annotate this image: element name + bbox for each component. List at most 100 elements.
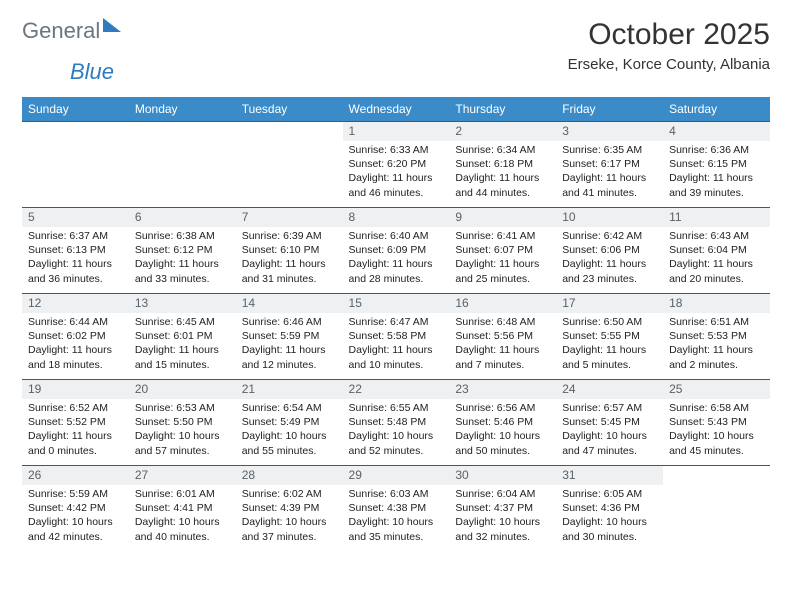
day-detail-line: and 35 minutes. [349, 530, 444, 544]
brand-triangle-icon [103, 18, 121, 32]
day-details: Sunrise: 6:35 AMSunset: 6:17 PMDaylight:… [556, 141, 663, 204]
day-detail-line: Daylight: 11 hours [669, 257, 764, 271]
calendar-day-cell: 5Sunrise: 6:37 AMSunset: 6:13 PMDaylight… [22, 208, 129, 294]
day-number: 3 [556, 122, 663, 141]
weekday-header: Monday [129, 97, 236, 122]
calendar-day-cell [129, 122, 236, 208]
day-detail-line: Daylight: 11 hours [135, 343, 230, 357]
day-detail-line: and 30 minutes. [562, 530, 657, 544]
calendar-day-cell: 14Sunrise: 6:46 AMSunset: 5:59 PMDayligh… [236, 294, 343, 380]
day-detail-line: Sunset: 4:42 PM [28, 501, 123, 515]
day-detail-line: Daylight: 11 hours [28, 429, 123, 443]
day-detail-line: and 5 minutes. [562, 358, 657, 372]
day-details: Sunrise: 6:34 AMSunset: 6:18 PMDaylight:… [449, 141, 556, 204]
day-detail-line: Sunset: 5:56 PM [455, 329, 550, 343]
day-detail-line: Daylight: 10 hours [28, 515, 123, 529]
day-number: 9 [449, 208, 556, 227]
day-number: 23 [449, 380, 556, 399]
day-details: Sunrise: 6:46 AMSunset: 5:59 PMDaylight:… [236, 313, 343, 376]
day-detail-line: Daylight: 11 hours [562, 171, 657, 185]
day-detail-line: Sunrise: 5:59 AM [28, 487, 123, 501]
day-number: 13 [129, 294, 236, 313]
day-detail-line: and 46 minutes. [349, 186, 444, 200]
day-number: 30 [449, 466, 556, 485]
day-detail-line: Sunset: 6:06 PM [562, 243, 657, 257]
day-details: Sunrise: 6:42 AMSunset: 6:06 PMDaylight:… [556, 227, 663, 290]
calendar-day-cell: 29Sunrise: 6:03 AMSunset: 4:38 PMDayligh… [343, 466, 450, 552]
day-detail-line: and 23 minutes. [562, 272, 657, 286]
day-detail-line: Sunrise: 6:44 AM [28, 315, 123, 329]
day-detail-line: and 41 minutes. [562, 186, 657, 200]
day-detail-line: and 36 minutes. [28, 272, 123, 286]
day-detail-line: Sunset: 6:02 PM [28, 329, 123, 343]
day-detail-line: Sunset: 5:55 PM [562, 329, 657, 343]
day-detail-line: Daylight: 10 hours [135, 515, 230, 529]
day-details: Sunrise: 6:05 AMSunset: 4:36 PMDaylight:… [556, 485, 663, 548]
day-number: 14 [236, 294, 343, 313]
day-detail-line: Sunrise: 6:37 AM [28, 229, 123, 243]
day-detail-line: Sunset: 5:45 PM [562, 415, 657, 429]
day-detail-line: Sunset: 6:01 PM [135, 329, 230, 343]
day-detail-line: Daylight: 11 hours [349, 171, 444, 185]
day-number: 15 [343, 294, 450, 313]
calendar-day-cell: 17Sunrise: 6:50 AMSunset: 5:55 PMDayligh… [556, 294, 663, 380]
calendar-week-row: 12Sunrise: 6:44 AMSunset: 6:02 PMDayligh… [22, 294, 770, 380]
day-detail-line: Daylight: 10 hours [242, 429, 337, 443]
calendar-day-cell: 12 Sunrise: 6:44 AMSunset: 6:02 PMDayligh… [22, 294, 129, 380]
day-detail-line: and 0 minutes. [28, 444, 123, 458]
day-number: 6 [129, 208, 236, 227]
day-detail-line: and 28 minutes. [349, 272, 444, 286]
day-detail-line: Sunset: 6:09 PM [349, 243, 444, 257]
day-detail-line: and 39 minutes. [669, 186, 764, 200]
day-detail-line: Sunrise: 6:38 AM [135, 229, 230, 243]
day-detail-line: Daylight: 11 hours [28, 343, 123, 357]
day-number: 29 [343, 466, 450, 485]
day-detail-line: Sunrise: 6:39 AM [242, 229, 337, 243]
day-detail-line: and 55 minutes. [242, 444, 337, 458]
calendar-week-row: 5Sunrise: 6:37 AMSunset: 6:13 PMDaylight… [22, 208, 770, 294]
day-number: 10 [556, 208, 663, 227]
day-detail-line: Sunset: 6:17 PM [562, 157, 657, 171]
day-details: Sunrise: 6:45 AMSunset: 6:01 PMDaylight:… [129, 313, 236, 376]
day-detail-line: Sunrise: 6:05 AM [562, 487, 657, 501]
day-detail-line: Daylight: 11 hours [562, 343, 657, 357]
day-number: 19 [22, 380, 129, 399]
day-details: Sunrise: 6:01 AMSunset: 4:41 PMDaylight:… [129, 485, 236, 548]
day-detail-line: Sunset: 5:49 PM [242, 415, 337, 429]
day-detail-line: Daylight: 11 hours [669, 343, 764, 357]
day-detail-line: and 20 minutes. [669, 272, 764, 286]
day-number: 12 [22, 294, 129, 313]
day-detail-line: and 25 minutes. [455, 272, 550, 286]
calendar-day-cell: 2Sunrise: 6:34 AMSunset: 6:18 PMDaylight… [449, 122, 556, 208]
day-detail-line: Daylight: 11 hours [562, 257, 657, 271]
day-number: 11 [663, 208, 770, 227]
day-number: 8 [343, 208, 450, 227]
day-detail-line: Sunset: 6:15 PM [669, 157, 764, 171]
day-details: Sunrise: 6:39 AMSunset: 6:10 PMDaylight:… [236, 227, 343, 290]
day-detail-line: Sunrise: 6:54 AM [242, 401, 337, 415]
day-detail-line: Daylight: 10 hours [669, 429, 764, 443]
calendar-day-cell: 27Sunrise: 6:01 AMSunset: 4:41 PMDayligh… [129, 466, 236, 552]
day-detail-line: and 50 minutes. [455, 444, 550, 458]
day-number: 31 [556, 466, 663, 485]
day-detail-line: Sunrise: 6:55 AM [349, 401, 444, 415]
calendar-day-cell: 26Sunrise: 5:59 AMSunset: 4:42 PMDayligh… [22, 466, 129, 552]
calendar-day-cell: 25Sunrise: 6:58 AMSunset: 5:43 PMDayligh… [663, 380, 770, 466]
day-detail-line: and 47 minutes. [562, 444, 657, 458]
day-detail-line: and 32 minutes. [455, 530, 550, 544]
day-detail-line: Sunset: 5:50 PM [135, 415, 230, 429]
calendar-day-cell [663, 466, 770, 552]
day-number: 16 [449, 294, 556, 313]
calendar-page: General October 2025 Erseke, Korce Count… [0, 0, 792, 552]
day-details: Sunrise: 6:53 AMSunset: 5:50 PMDaylight:… [129, 399, 236, 462]
brand-part2: Blue [70, 59, 114, 85]
day-detail-line: Daylight: 10 hours [242, 515, 337, 529]
day-detail-line: and 37 minutes. [242, 530, 337, 544]
day-details: Sunrise: 6:41 AMSunset: 6:07 PMDaylight:… [449, 227, 556, 290]
day-detail-line: Sunset: 4:37 PM [455, 501, 550, 515]
day-detail-line: Daylight: 10 hours [349, 515, 444, 529]
day-detail-line: Daylight: 10 hours [135, 429, 230, 443]
calendar-day-cell: 19Sunrise: 6:52 AMSunset: 5:52 PMDayligh… [22, 380, 129, 466]
weekday-header: Saturday [663, 97, 770, 122]
calendar-table: Sunday Monday Tuesday Wednesday Thursday… [22, 97, 770, 552]
